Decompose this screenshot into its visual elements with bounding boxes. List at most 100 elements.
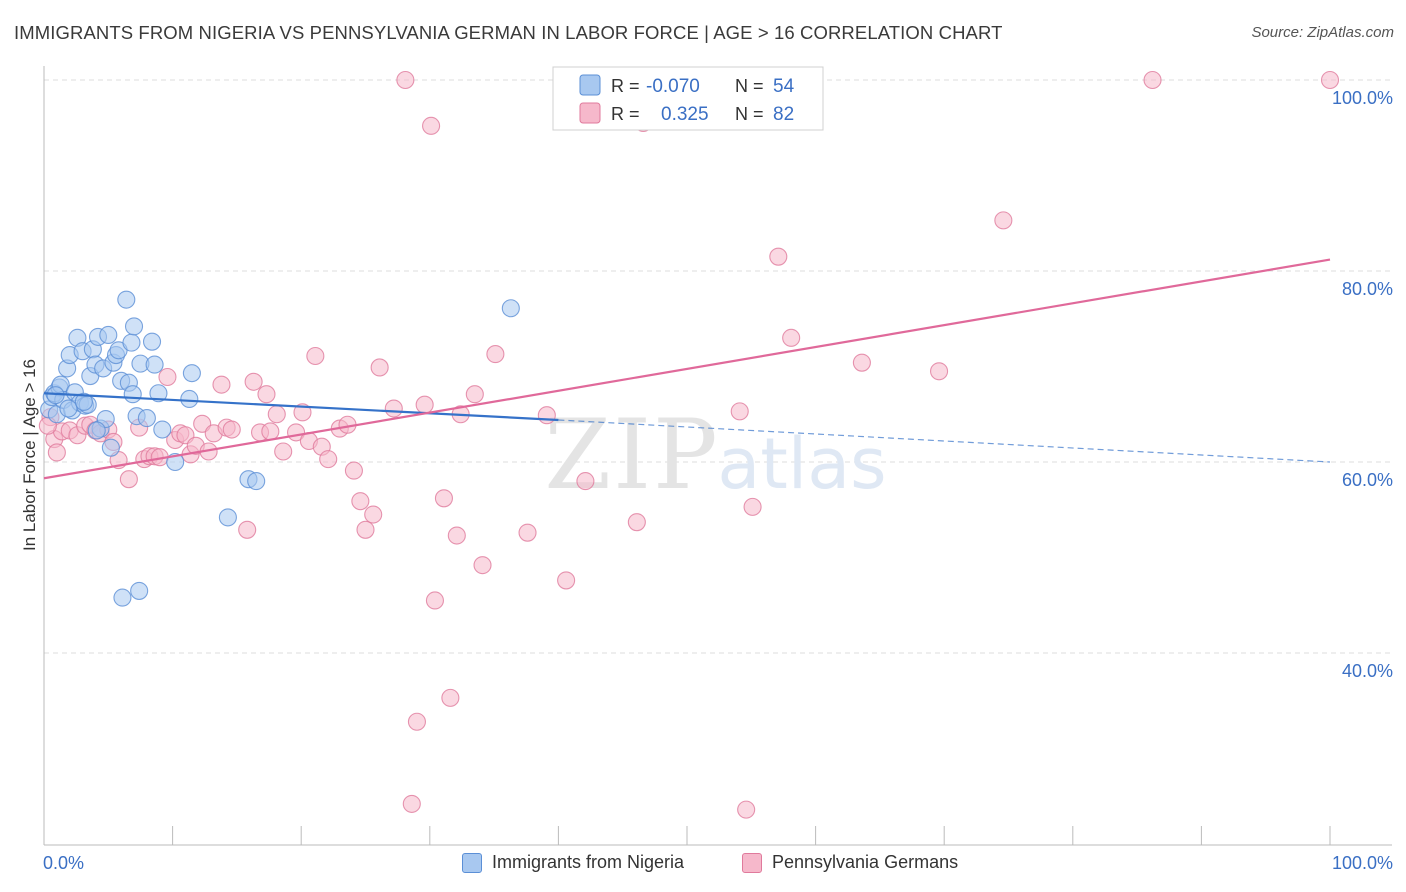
legend-label-pa-german: Pennsylvania Germans (772, 852, 959, 872)
data-point (267, 405, 286, 424)
data-point (407, 712, 426, 731)
legend-swatch-pa-german (742, 852, 762, 873)
trend-line-nigeria-extension (558, 419, 1331, 463)
data-point (122, 333, 141, 352)
data-point (364, 505, 383, 524)
legend-box: R = -0.070 N = 54 R = 0.325 N = 82 (552, 66, 824, 131)
data-point (117, 290, 136, 309)
watermark: ZIP atlas (544, 399, 886, 511)
data-point (74, 392, 93, 411)
data-point (537, 406, 556, 425)
data-point (293, 403, 312, 422)
data-point (501, 299, 520, 318)
data-point (402, 794, 421, 813)
data-point (257, 385, 276, 404)
legend-r-value-1: -0.070 (646, 76, 700, 97)
data-point (99, 325, 118, 345)
legend-n-value-1: 54 (773, 76, 795, 97)
data-point (447, 526, 466, 545)
legend-n-label-2: N = (735, 104, 764, 124)
data-point (274, 442, 293, 461)
data-point (1143, 70, 1162, 90)
data-point (244, 372, 263, 391)
y-tick-label: 80.0% (1342, 279, 1393, 299)
data-point (124, 317, 144, 336)
trend-line-pa-german (43, 258, 1331, 480)
data-point (113, 588, 132, 607)
x-tick-label: 0.0% (43, 853, 84, 873)
data-point (319, 450, 338, 469)
data-point (130, 581, 149, 600)
data-point (153, 420, 172, 439)
legend-swatch-pink (579, 102, 601, 124)
legend-item-nigeria: Immigrants from Nigeria (462, 852, 684, 873)
data-point (59, 399, 78, 418)
data-point (769, 247, 788, 266)
data-point (518, 523, 537, 542)
data-point (576, 472, 595, 491)
data-point (486, 345, 505, 364)
data-point (123, 385, 142, 404)
chart-title: IMMIGRANTS FROM NIGERIA VS PENNSYLVANIA … (14, 22, 1003, 43)
y-tick-label: 40.0% (1342, 661, 1393, 681)
y-tick-label: 100.0% (1332, 88, 1393, 108)
x-tick-label: 100.0% (1332, 853, 1393, 873)
data-point (261, 422, 280, 441)
trend-line-nigeria (43, 392, 559, 422)
legend-n-label-1: N = (735, 76, 764, 96)
data-point (87, 421, 106, 440)
data-point (396, 70, 415, 90)
y-tick-label: 60.0% (1342, 470, 1393, 490)
data-point (434, 489, 453, 508)
data-point (441, 688, 460, 707)
data-point (145, 355, 164, 374)
data-point (415, 395, 434, 414)
data-point (782, 328, 801, 347)
data-point (212, 375, 231, 394)
watermark-atlas: atlas (717, 423, 886, 505)
legend-n-value-2: 82 (773, 104, 794, 125)
data-point (182, 364, 201, 383)
data-point (47, 443, 66, 462)
data-point (370, 358, 389, 377)
legend-item-pa-german: Pennsylvania Germans (742, 852, 958, 873)
legend-label-nigeria: Immigrants from Nigeria (492, 852, 685, 872)
data-point (238, 520, 257, 539)
data-point (180, 389, 199, 409)
data-point (142, 332, 162, 351)
data-point (149, 384, 168, 403)
source-label: Source: ZipAtlas.com (1251, 24, 1394, 41)
data-point (737, 800, 756, 819)
series-immigrants-from-nigeria (40, 290, 520, 607)
data-point (465, 385, 484, 404)
data-point (627, 513, 646, 532)
gridlines (44, 79, 1392, 654)
legend-r-label-2: R = (611, 104, 640, 124)
data-point (101, 438, 120, 457)
legend-swatch-nigeria (462, 852, 482, 873)
data-point (730, 402, 749, 421)
legend-swatch-blue (579, 74, 601, 96)
data-point (994, 211, 1013, 230)
trend-lines (43, 258, 1331, 480)
data-point (425, 591, 444, 610)
data-point (119, 470, 138, 489)
data-point (422, 116, 441, 135)
watermark-zip: ZIP (544, 399, 719, 511)
data-point (306, 346, 325, 366)
data-point (557, 571, 576, 590)
data-point (1320, 70, 1340, 90)
data-point (218, 508, 237, 527)
data-point (351, 492, 370, 511)
data-point (743, 497, 762, 516)
axes (43, 66, 1392, 846)
tick-labels: 40.0% 60.0% 80.0% 100.0% 0.0% 100.0% (43, 88, 1393, 873)
data-point (356, 520, 375, 539)
data-point (384, 399, 403, 418)
data-point (137, 409, 156, 428)
bottom-legend: Immigrants from Nigeria Pennsylvania Ger… (0, 852, 1406, 878)
data-point (930, 362, 949, 381)
data-point (247, 472, 266, 491)
data-point (473, 556, 492, 575)
